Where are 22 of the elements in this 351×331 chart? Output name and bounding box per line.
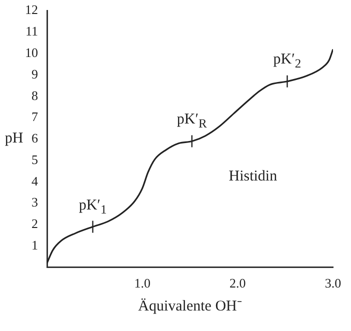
annotation: Histidin [228, 168, 278, 186]
y-tick-label: 1 [32, 237, 38, 252]
annotation: pK′$_{R}$ [176, 111, 207, 132]
y-axis-title: pH [4, 130, 24, 148]
y-tick-label: 8 [32, 88, 38, 103]
x-tick-label: 2.0 [230, 276, 246, 291]
x-axis-title: Äquivalente OH⁻ [138, 298, 242, 316]
y-tick-label: 5 [32, 152, 38, 167]
y-tick-label: 2 [32, 216, 38, 232]
line-series [47, 48, 333, 264]
y-tick-label: 11 [25, 24, 38, 39]
y-tick-label: 10 [25, 44, 38, 60]
y-tick-label: 12 [25, 2, 38, 18]
x-tick-label: 1.0 [134, 276, 150, 291]
y-tick-label: 3 [32, 194, 38, 210]
x-tick-label: 3.0 [324, 276, 342, 291]
annotation: pK′$_{1}$ [78, 197, 107, 217]
annotation: pK′$_{2}$ [273, 52, 302, 72]
y-tick-label: 6 [32, 130, 38, 146]
y-tick-label: 7 [32, 109, 38, 124]
y-tick-label: 4 [32, 173, 38, 188]
y-tick-label: 9 [32, 66, 38, 82]
